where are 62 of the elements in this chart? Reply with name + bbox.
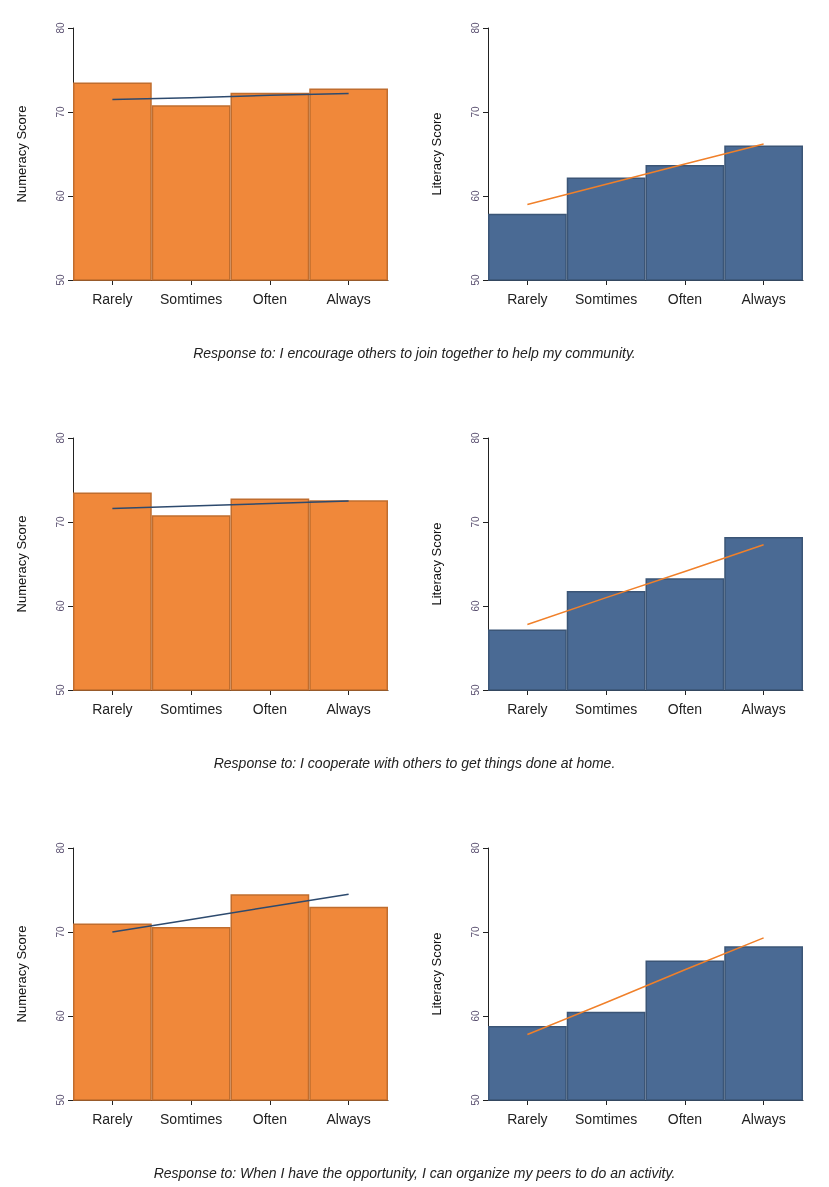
x-tick-label: Often: [252, 1111, 287, 1127]
x-tick-label: Somtimes: [575, 1111, 638, 1127]
x-tick-label: Rarely: [507, 1111, 548, 1127]
y-tick-label: 50: [54, 1094, 66, 1106]
x-tick-label: Often: [667, 1111, 702, 1127]
y-tick-label: 60: [54, 190, 66, 202]
x-tick-label: Often: [667, 701, 702, 717]
y-tick-label: 50: [54, 274, 66, 286]
y-tick-label: 70: [54, 106, 66, 118]
text: Response to: When I have the opportunity, I can organize my peers to do an activity.: [152, 1165, 677, 1181]
y-tick-label: 70: [54, 926, 66, 938]
y-axis-title: Numeracy Score: [14, 515, 29, 613]
y-tick-label: 50: [469, 274, 481, 286]
y-tick-label: 80: [469, 842, 481, 854]
y-axis-title: Numeracy Score: [14, 925, 29, 1023]
y-tick-label: 70: [469, 106, 481, 118]
x-tick-label: Somtimes: [575, 291, 638, 307]
y-tick-label: 80: [469, 432, 481, 444]
x-tick-label: Often: [252, 701, 287, 717]
y-axis-title: Literacy Score: [429, 522, 444, 606]
x-tick-label: Always: [326, 1111, 371, 1127]
y-tick-label: 80: [54, 22, 66, 34]
y-tick-label: 80: [54, 432, 66, 444]
x-tick-label: Always: [741, 1111, 786, 1127]
y-tick-label: 70: [469, 926, 481, 938]
line-series: [526, 543, 765, 626]
y-tick-label: 50: [54, 684, 66, 696]
x-tick-label: Somtimes: [160, 1111, 223, 1127]
y-tick-label: 80: [54, 842, 66, 854]
line-series: [111, 893, 350, 933]
y-tick-label: 60: [469, 600, 481, 612]
y-tick-label: 50: [469, 684, 481, 696]
line-series: [526, 937, 765, 1036]
x-tick-label: Always: [326, 291, 371, 307]
line-series: [111, 500, 350, 510]
x-tick-label: Rarely: [92, 701, 133, 717]
x-tick-label: Always: [741, 701, 786, 717]
x-tick-label: Often: [252, 291, 287, 307]
x-tick-label: Somtimes: [160, 701, 223, 717]
x-tick-label: Somtimes: [575, 701, 638, 717]
y-axis-title: Numeracy Score: [14, 105, 29, 203]
x-tick-label: Always: [741, 291, 786, 307]
y-tick-label: 60: [54, 600, 66, 612]
x-tick-label: Rarely: [507, 701, 548, 717]
x-tick-label: Rarely: [92, 291, 133, 307]
text: Response to: I cooperate with others to get things done at home.: [212, 755, 617, 771]
x-tick-label: Rarely: [92, 1111, 133, 1127]
y-tick-label: 60: [469, 1010, 481, 1022]
x-tick-label: Always: [326, 701, 371, 717]
y-tick-label: 70: [54, 516, 66, 528]
y-tick-label: 60: [469, 190, 481, 202]
y-axis-title: Literacy Score: [429, 932, 444, 1016]
y-tick-label: 80: [469, 22, 481, 34]
text: Response to: I encourage others to join together to help my community.: [192, 345, 637, 361]
y-tick-label: 70: [469, 516, 481, 528]
x-tick-label: Somtimes: [160, 291, 223, 307]
line-series: [526, 143, 765, 206]
x-tick-label: Rarely: [507, 291, 548, 307]
y-tick-label: 60: [54, 1010, 66, 1022]
x-tick-label: Often: [667, 291, 702, 307]
y-axis-title: Literacy Score: [429, 112, 444, 196]
y-tick-label: 50: [469, 1094, 481, 1106]
